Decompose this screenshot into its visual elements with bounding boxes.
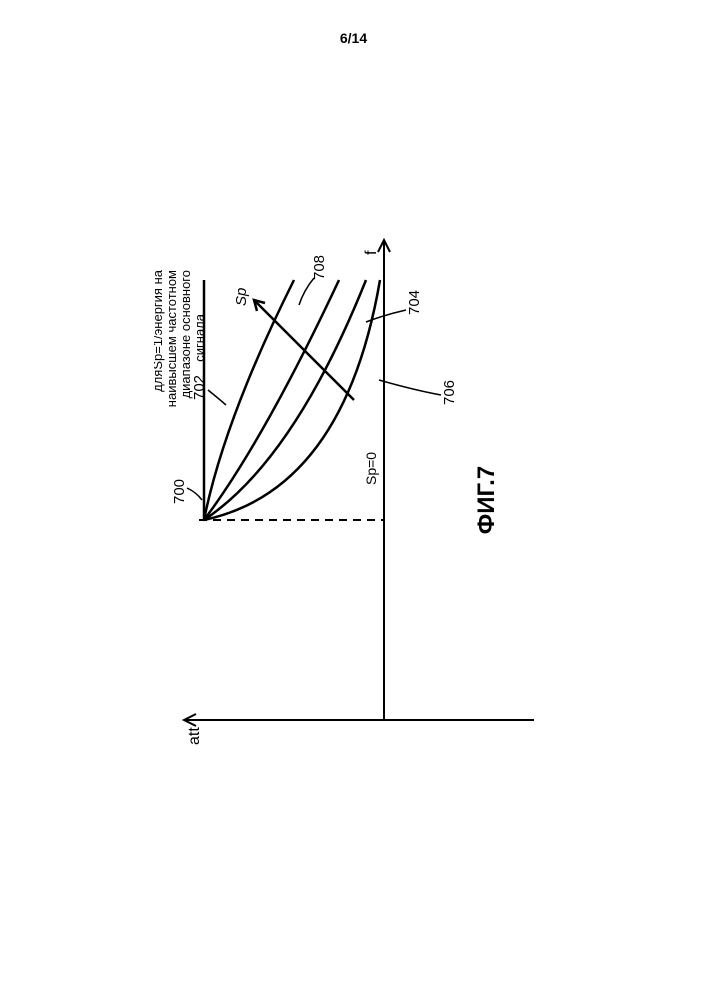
sp-zero-label: Sp=0 (363, 452, 379, 485)
leader-708 (299, 278, 314, 305)
leader-700 (187, 488, 202, 500)
figure-container: att f дляSp=1/энергия на наивысшем часто… (154, 200, 554, 800)
top-text-2: наивысшем частотном (164, 270, 179, 407)
ref-704: 704 (406, 290, 423, 315)
y-axis-label: att (186, 727, 203, 745)
ref-708: 708 (311, 255, 328, 280)
top-text-4: сигнала (192, 313, 207, 361)
x-axis-label: f (363, 250, 380, 255)
sp-label: Sp (233, 288, 250, 306)
leader-706 (379, 380, 441, 395)
diagram-svg: att f дляSp=1/энергия на наивысшем часто… (154, 200, 554, 800)
ref-700: 700 (171, 479, 188, 504)
sp-arrow-line (254, 300, 354, 400)
ref-702: 702 (191, 375, 208, 400)
leader-702 (208, 390, 226, 405)
page-number: 6/14 (340, 30, 367, 46)
ref-706: 706 (441, 380, 458, 405)
figure-caption: ФИГ.7 (473, 466, 500, 534)
top-text-1: дляSp=1/энергия на (154, 269, 165, 392)
